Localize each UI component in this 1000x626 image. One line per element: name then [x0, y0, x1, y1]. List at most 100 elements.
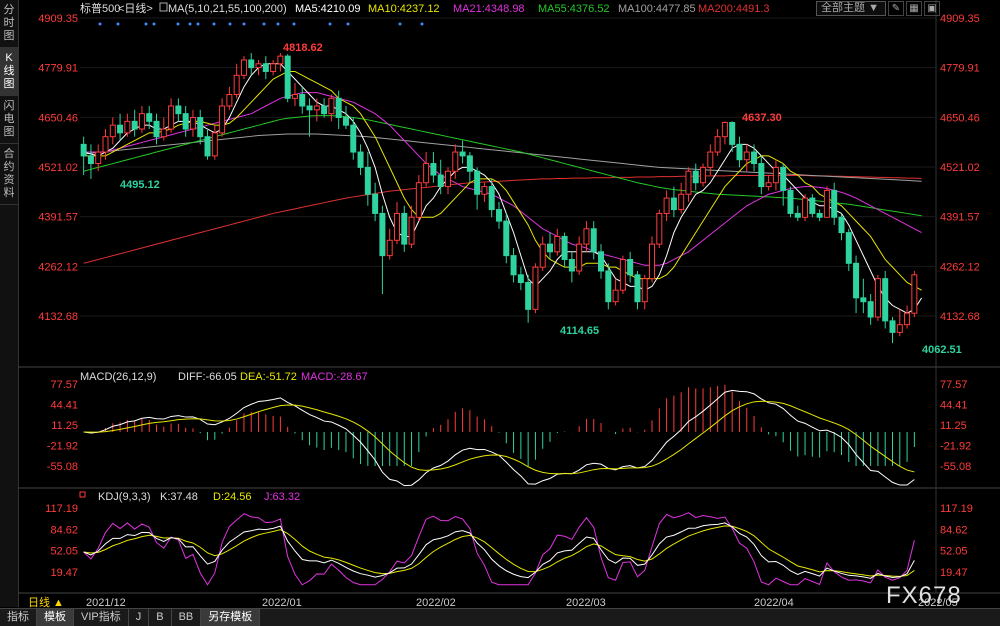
candle-body [408, 216, 415, 245]
sidebar-item-3[interactable]: 合约资料 [0, 144, 18, 205]
macd-tick-right: -55.08 [940, 461, 971, 473]
high-label-2: 4637.30 [742, 112, 782, 124]
candle-body [138, 113, 145, 130]
candle-body [896, 324, 903, 333]
candle-body [459, 151, 466, 157]
macd-tick-left: -55.08 [47, 461, 78, 473]
ma10-label: MA10:4237.12 [368, 3, 440, 15]
kdj-j: J:63.32 [264, 491, 300, 503]
price-tick-right: 4909.35 [940, 13, 980, 25]
kdj-d: D:24.56 [213, 491, 252, 503]
price-tick-right: 4262.12 [940, 261, 980, 273]
candle-body [124, 120, 131, 134]
candle-body [751, 151, 758, 165]
ma55-line [83, 115, 922, 217]
theme-dropdown[interactable]: 全部主题 ▼ [816, 1, 886, 16]
candle-body [714, 136, 721, 153]
candle-body [867, 301, 874, 318]
bottom-tab-5[interactable]: BB [172, 609, 202, 626]
macd-diff-line [83, 389, 915, 487]
candle-body [853, 262, 860, 299]
candle-body [780, 166, 787, 191]
candle-body [146, 113, 153, 122]
candle-body [401, 212, 408, 245]
candle-body [816, 212, 823, 218]
candle-body [211, 132, 218, 157]
period-button: 日线 ▲ [28, 595, 64, 608]
kdj-title: KDJ(9,3,3) [98, 491, 151, 503]
price-tick-left: 4521.02 [38, 162, 78, 174]
bottom-tab-2[interactable]: VIP指标 [74, 609, 129, 626]
candle-body [787, 189, 794, 214]
bottom-tab-6[interactable]: 另存模板 [201, 609, 261, 626]
candle-body [598, 251, 605, 272]
candle-body [889, 320, 896, 333]
kdj-d-line [83, 525, 915, 577]
kdj-tick-right: 52.05 [940, 546, 968, 558]
candle-body [80, 143, 87, 157]
candle-body [204, 136, 211, 157]
bottom-tab-3[interactable]: J [129, 609, 150, 626]
candle-body [466, 155, 473, 172]
macd-title: MACD(26,12,9) [80, 371, 156, 383]
kdj-tick-left: 117.19 [45, 503, 78, 515]
bottom-tab-4[interactable]: B [149, 609, 172, 626]
candle-body [415, 182, 422, 218]
low-label-1: 4495.12 [120, 179, 160, 191]
candle-body [590, 228, 597, 253]
event-marker-dot [152, 22, 156, 26]
bottom-toolbar: 指标 模板 VIP指标 J B BB 另存模板 [0, 608, 1000, 626]
candle-body [488, 186, 495, 211]
candle-body [612, 289, 619, 303]
event-marker-dot [242, 22, 246, 26]
candle-body [845, 232, 852, 264]
macd-tick-left: 11.25 [51, 420, 78, 432]
pencil-icon[interactable]: ✎ [888, 1, 904, 16]
candle-body [496, 209, 502, 222]
candle-body [743, 151, 750, 161]
candle-body [721, 121, 728, 138]
candle-body [168, 105, 175, 130]
macd-tick-right: 44.41 [940, 399, 968, 411]
event-marker-dot [116, 22, 120, 26]
low-label-3: 4062.51 [922, 344, 962, 356]
candle-body [692, 170, 699, 184]
candle-body [670, 197, 677, 211]
chevron-down-icon: ▼ [868, 2, 879, 14]
candle-body [102, 136, 109, 153]
bottom-tab-1[interactable]: 模板 [37, 609, 74, 626]
candle-body [809, 197, 816, 214]
chart-settings-icon[interactable]: ▦ [906, 1, 922, 16]
date-tick-last: 2022/05 [918, 597, 958, 608]
candle-body [838, 216, 845, 234]
candle-body [700, 166, 707, 184]
price-tick-right: 4650.46 [940, 112, 980, 124]
ma5-label: MA5:4210.09 [295, 3, 360, 15]
macd-tick-right: 11.25 [940, 420, 967, 432]
watermark: FX678 [886, 582, 962, 609]
candle-body [153, 120, 160, 138]
event-marker-dot [176, 22, 180, 26]
candle-body [583, 228, 590, 245]
candle-body [729, 121, 736, 145]
candle-body [758, 163, 765, 188]
kdj-k: K:37.48 [160, 491, 198, 503]
chart-canvas: 标普500<日线> MA(5,10,21,55,100,200) MA5:4210.… [18, 0, 1000, 608]
event-marker-dot [228, 22, 232, 26]
candle-body [423, 163, 430, 184]
event-marker-dot [262, 22, 266, 26]
grid-icon[interactable]: ▣ [924, 1, 940, 16]
event-marker-dot [276, 22, 280, 26]
kdj-tick-right: 117.19 [940, 503, 973, 515]
sidebar-item-2[interactable]: 闪电图 [0, 96, 18, 144]
candle-body [197, 117, 204, 138]
sidebar-item-0[interactable]: 分时图 [0, 0, 18, 48]
event-marker-dot [188, 22, 192, 26]
candle-body [219, 105, 226, 134]
candle-body [233, 74, 240, 95]
event-marker-dot [398, 22, 402, 26]
theme-label: 全部主题 [821, 2, 865, 14]
bottom-tab-0[interactable]: 指标 [0, 609, 37, 626]
